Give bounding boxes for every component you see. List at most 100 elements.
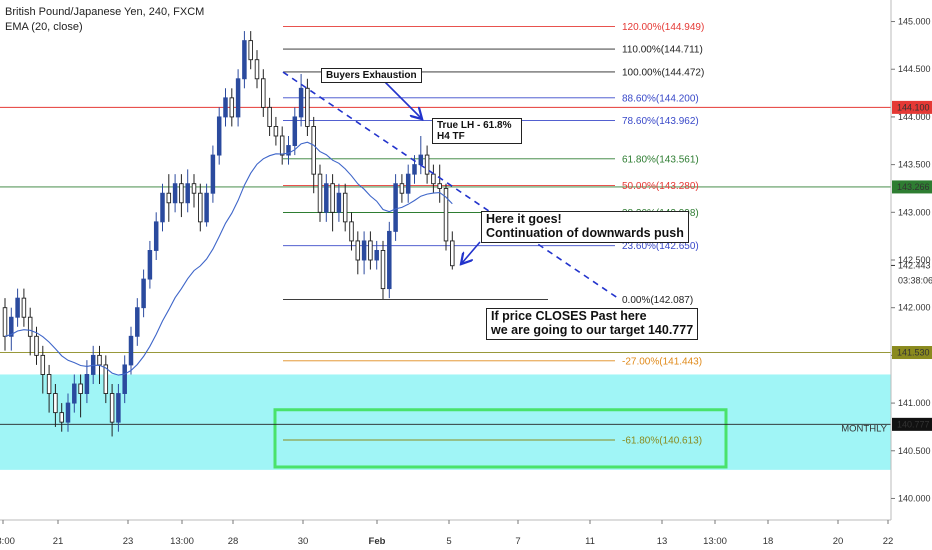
fib-level-label-4: 78.60%(143.962) xyxy=(622,116,699,127)
candle-body xyxy=(160,192,165,223)
candle xyxy=(355,231,361,275)
candle xyxy=(387,221,392,299)
candle xyxy=(166,174,172,222)
price-badge-3 xyxy=(892,417,932,431)
price-closes-note[interactable]: If price CLOSES Past here we are going t… xyxy=(486,308,699,340)
price-tick-label-4: 143.000 xyxy=(898,207,931,217)
candle xyxy=(15,288,20,327)
price-badge-2 xyxy=(892,346,932,360)
here-it-goes-note[interactable]: Here it goes! Continuation of downwards … xyxy=(481,211,689,243)
candle xyxy=(254,50,260,89)
candle xyxy=(342,183,348,232)
time-tick-label-13: 20 xyxy=(833,536,844,547)
buyers-exhaustion-arrow xyxy=(384,81,421,118)
candle xyxy=(374,240,379,270)
candle-body xyxy=(34,335,39,356)
time-tick-label-11: 13:00 xyxy=(703,536,727,547)
time-tick-label-2: 23 xyxy=(123,536,134,547)
candle xyxy=(122,355,127,404)
candle xyxy=(116,384,121,432)
candle xyxy=(349,212,354,251)
candle xyxy=(286,136,291,165)
candle-body xyxy=(53,393,58,414)
candle xyxy=(198,183,203,232)
candle xyxy=(443,183,449,251)
candle xyxy=(103,355,109,404)
candle xyxy=(59,403,64,432)
candle xyxy=(273,116,279,146)
candle xyxy=(160,183,165,232)
candle-body xyxy=(109,393,115,423)
candle xyxy=(242,31,247,89)
candle-body xyxy=(128,335,134,366)
candle-body xyxy=(317,173,323,213)
true-lh-note[interactable]: True LH - 61.8% H4 TF xyxy=(432,118,522,144)
fib-level-label-2: 100.00%(144.472) xyxy=(622,67,704,78)
candle xyxy=(412,155,417,184)
candle-body xyxy=(235,78,241,118)
candle xyxy=(399,174,405,203)
candle xyxy=(292,107,298,156)
price-badge-0 xyxy=(892,100,932,114)
candle xyxy=(311,116,316,194)
candle xyxy=(84,360,90,404)
candle-body xyxy=(431,173,436,185)
candle-body xyxy=(254,59,260,80)
time-tick-label-7: 5 xyxy=(446,536,451,547)
candle-body xyxy=(2,307,8,337)
true-lh-text: True LH - 61.8% xyxy=(437,120,512,131)
price-tick-label-2: 144.000 xyxy=(898,112,931,122)
time-tick-label-3: 13:00 xyxy=(170,536,194,547)
fib-level-label-6: 50.00%(143.280) xyxy=(622,181,699,192)
candle xyxy=(2,298,8,351)
time-tick-label-0: 18:00 xyxy=(0,536,15,547)
candle-body xyxy=(298,87,304,118)
candle-body xyxy=(311,126,316,175)
candle xyxy=(261,69,266,117)
candle-body xyxy=(349,221,354,242)
fib-level-label-11: -61.80%(140.613) xyxy=(622,435,702,446)
buyers-exhaustion-text: Buyers Exhaustion xyxy=(326,70,417,81)
candle-body xyxy=(210,154,216,194)
candle xyxy=(216,107,222,165)
fib-level-label-3: 88.60%(144.200) xyxy=(622,93,699,104)
candle-body xyxy=(135,307,140,337)
price-tick-label-10: 140.000 xyxy=(898,493,931,503)
candle xyxy=(21,288,27,327)
candle xyxy=(179,174,184,218)
candle xyxy=(368,231,373,270)
candle xyxy=(153,212,159,260)
candle xyxy=(204,183,209,227)
candle-body xyxy=(166,192,172,204)
candle-body xyxy=(412,164,417,175)
candle-body xyxy=(368,240,373,261)
candle-body xyxy=(393,183,398,232)
candle-body xyxy=(179,183,184,204)
candle-body xyxy=(9,316,14,337)
candle xyxy=(27,307,33,356)
candle-body xyxy=(279,135,285,156)
candle xyxy=(248,31,253,70)
candle xyxy=(298,74,304,127)
candle-body xyxy=(72,383,77,404)
time-tick-label-9: 11 xyxy=(585,536,595,547)
candle xyxy=(141,269,146,318)
candle xyxy=(437,164,442,203)
candle xyxy=(317,164,323,222)
candle-body xyxy=(405,173,411,194)
price-tick-label-1: 144.500 xyxy=(898,64,931,74)
candle xyxy=(185,169,190,213)
candle xyxy=(147,240,153,289)
time-tick-label-10: 13 xyxy=(657,536,668,547)
candle xyxy=(109,384,115,437)
candle-body xyxy=(374,250,379,261)
candle xyxy=(330,174,335,232)
buyers-exhaustion-note[interactable]: Buyers Exhaustion xyxy=(321,68,422,83)
price-badge-label-2: 141.530 xyxy=(897,348,930,358)
price-badge-label-3: 140.777 xyxy=(897,419,930,429)
candle-body xyxy=(216,116,222,156)
fib-level-label-8: 23.60%(142.650) xyxy=(622,241,699,252)
candle xyxy=(191,174,197,208)
